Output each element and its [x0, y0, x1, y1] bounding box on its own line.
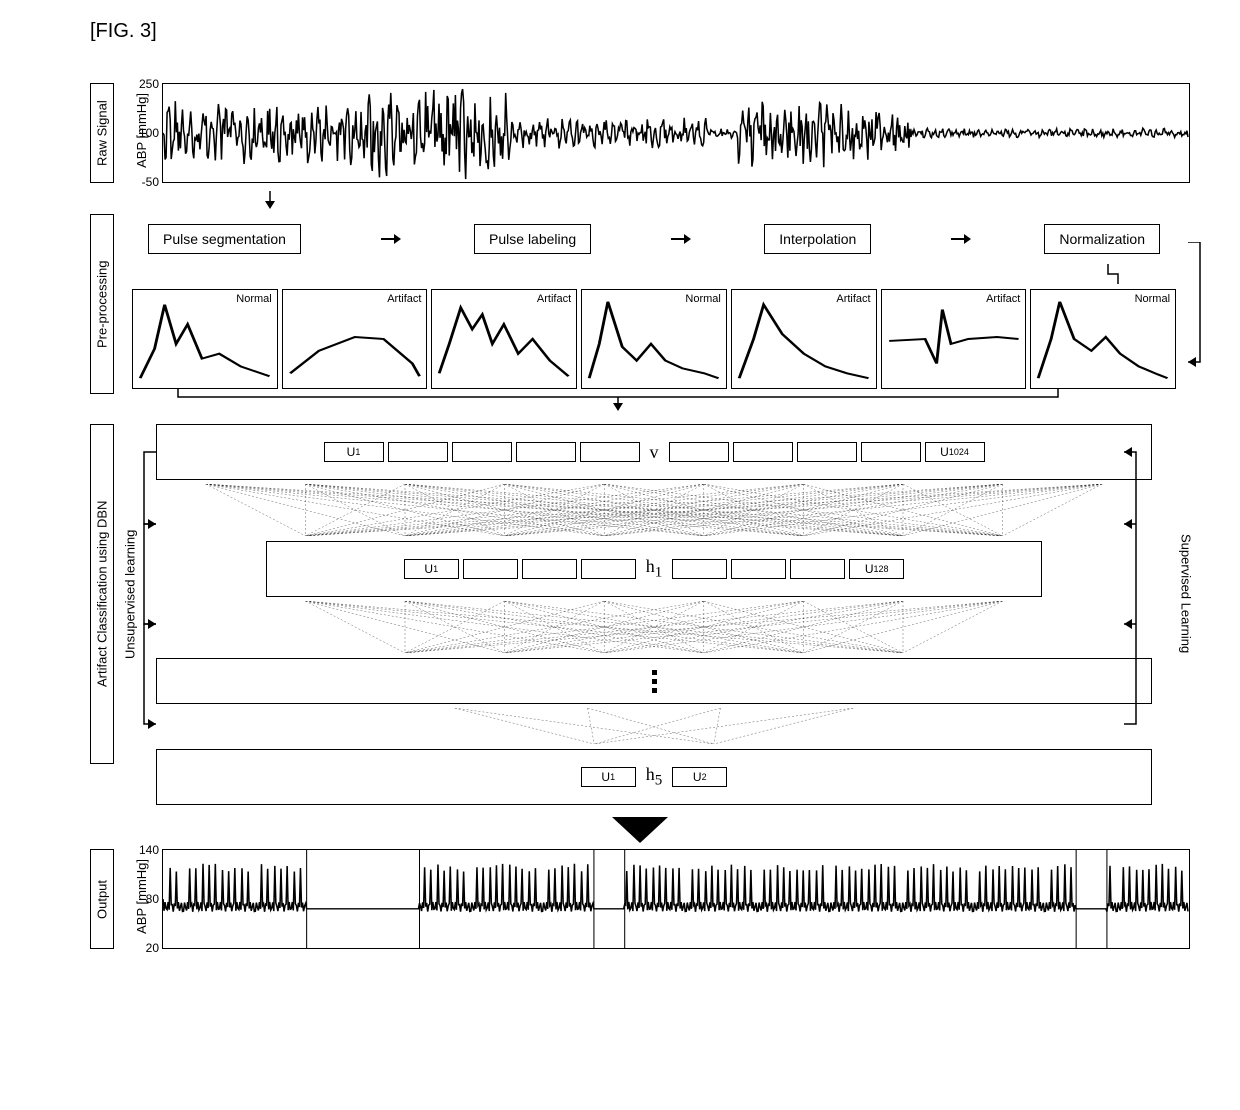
flow-steps: Pulse segmentation Pulse labeling Interp… [118, 224, 1190, 254]
ytick: 250 [139, 77, 159, 91]
layer-name: h5 [646, 764, 663, 790]
dbn-node [731, 559, 786, 579]
dbn-node: U128 [849, 559, 904, 579]
pulse-label: Normal [236, 293, 271, 305]
flow-box-interpolation: Interpolation [764, 224, 871, 254]
dbn-node [861, 442, 921, 462]
connector [118, 264, 1190, 284]
left-bracket [138, 424, 158, 764]
dbn-node [672, 559, 727, 579]
pulse-label: Normal [1135, 293, 1170, 305]
dbn-node [797, 442, 857, 462]
preprocessing-label: Pre-processing [90, 214, 114, 394]
dbn-connections [156, 601, 1152, 653]
dbn-connections [156, 708, 1152, 744]
dbn-connections [156, 484, 1152, 536]
flow-arrow [381, 238, 395, 240]
dbn-layer-h1: U1 h1 U128 [266, 541, 1043, 597]
dbn-node: U2 [672, 767, 727, 787]
dbn-label: Artifact Classification using DBN [90, 424, 114, 764]
dbn-node: U1024 [925, 442, 985, 462]
ytick: 140 [139, 843, 159, 857]
output-label: Output [90, 849, 114, 949]
dbn-layer-h5: U1 h5 U2 [156, 749, 1152, 805]
ytick: 80 [146, 892, 159, 906]
output-chart: 140 80 20 [162, 849, 1190, 949]
dbn-node [790, 559, 845, 579]
pulse-box: Artifact [282, 289, 428, 389]
dbn-node: U1 [324, 442, 384, 462]
dbn-node [580, 442, 640, 462]
figure-label: [FIG. 3] [90, 20, 1190, 43]
flow-box-labeling: Pulse labeling [474, 224, 591, 254]
ytick: -50 [142, 175, 159, 189]
layer-name: v [650, 442, 659, 463]
output-waveform [163, 850, 1189, 948]
dbn-node [669, 442, 729, 462]
pulse-box: Artifact [731, 289, 877, 389]
pulse-box: Normal [1030, 289, 1176, 389]
flow-box-segmentation: Pulse segmentation [148, 224, 301, 254]
pulse-box: Artifact [431, 289, 577, 389]
dbn-layer-v: U1 v U1024 [156, 424, 1152, 480]
flow-box-normalization: Normalization [1044, 224, 1160, 254]
dbn-node [388, 442, 448, 462]
dot [652, 679, 657, 684]
preprocessing-section: Pre-processing Pulse segmentation Pulse … [90, 214, 1190, 416]
dbn-node: U1 [404, 559, 459, 579]
pulse-label: Artifact [537, 293, 571, 305]
dbn-layer-dots [156, 658, 1152, 704]
dbn-node [452, 442, 512, 462]
output-arrow [90, 817, 1190, 843]
flow-arrow [951, 238, 965, 240]
ytick: 100 [139, 126, 159, 140]
dot [652, 688, 657, 693]
pulse-box: Normal [581, 289, 727, 389]
pulse-bracket [118, 389, 1190, 411]
dbn-node [733, 442, 793, 462]
dbn-node [581, 559, 636, 579]
pulse-box: Normal [132, 289, 278, 389]
pulse-label: Artifact [387, 293, 421, 305]
ytick: 20 [146, 941, 159, 955]
triangle-down-icon [612, 817, 668, 843]
raw-signal-label: Raw Signal [90, 83, 114, 183]
pulse-label: Artifact [986, 293, 1020, 305]
dot [652, 670, 657, 675]
connector-arrow [90, 191, 1190, 209]
dbn-section: Artifact Classification using DBN Unsupe… [90, 424, 1190, 809]
flow-arrow [671, 238, 685, 240]
raw-signal-section: Raw Signal ABP [mmHg] 250 100 -50 [90, 83, 1190, 183]
dbn-node [516, 442, 576, 462]
right-bracket [1122, 424, 1142, 764]
dbn-node [522, 559, 577, 579]
pulse-box: Artifact [881, 289, 1027, 389]
pulse-label: Normal [685, 293, 720, 305]
dbn-node [463, 559, 518, 579]
raw-signal-chart: 250 100 -50 [162, 83, 1190, 183]
output-section: Output ABP [mmHg] 140 80 20 [90, 849, 1190, 949]
pulse-label: Artifact [836, 293, 870, 305]
pulse-row: Normal Artifact Artifact Normal Artifact Arti… [118, 289, 1190, 389]
supervised-label: Supervised Learning [1174, 474, 1198, 714]
raw-signal-waveform [163, 84, 1189, 182]
connector [1188, 242, 1204, 372]
dbn-node: U1 [581, 767, 636, 787]
layer-name: h1 [646, 556, 663, 582]
